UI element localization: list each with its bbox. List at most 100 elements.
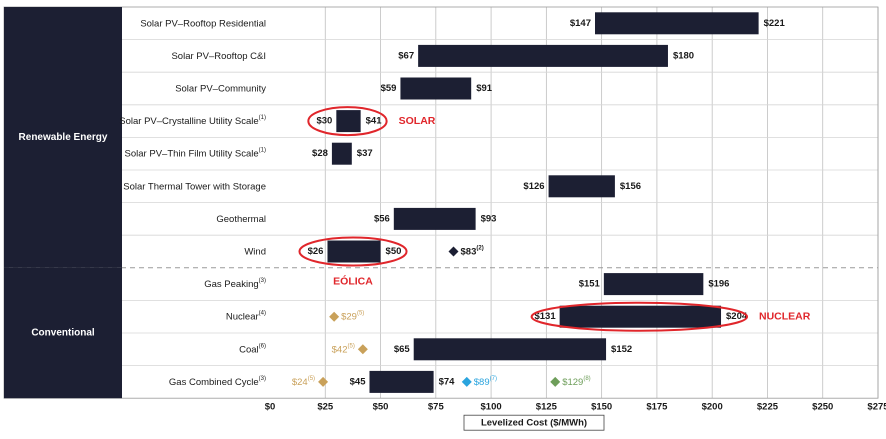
range-bar [418,44,668,67]
range-bar [603,273,704,296]
x-axis-title: Levelized Cost ($/MWh) [481,418,587,429]
range-bar [413,338,607,361]
x-tick-label: $50 [373,402,389,413]
category-label: Solar PV–Thin Film Utility Scale(1) [125,147,266,159]
annotation-label: NUCLEAR [759,310,811,322]
annotation-label: EÓLICA [333,274,373,287]
x-axis-title-box [463,414,605,431]
marker-label: $42(5) [332,343,355,355]
range-bar [331,142,352,165]
chart-row: Geothermal $56 $93 [216,207,497,230]
diamond-marker [550,376,561,387]
chart-row: Gas Combined Cycle(3) $45 $74 $24(5) $89(7) $… [169,370,591,393]
range-bar [327,240,381,263]
highlight-ellipse [298,236,408,267]
category-label: Geothermal [216,213,266,224]
chart-row: Nuclear(4) $131 $204 $29(5) [226,305,748,328]
category-label: Wind [244,246,266,257]
low-value-label: $59 [381,83,397,94]
high-value-label: $74 [439,376,456,387]
group-label: Conventional [31,328,95,339]
x-tick-label: $75 [428,402,445,413]
highlight-ellipse [307,106,388,137]
marker-label: $29(5) [341,310,364,322]
chart-row: Solar PV–Thin Film Utility Scale(1) $28 $3… [125,142,373,165]
x-tick-label: $225 [757,402,779,413]
category-label: Solar PV–Rooftop Residential [140,18,266,29]
low-value-label: $147 [570,18,591,29]
diamond-marker [357,344,368,355]
diamond-marker [318,376,329,387]
low-value-label: $67 [398,50,414,61]
low-value-label: $131 [534,311,556,322]
group-panels: Renewable Energy Conventional [4,7,122,399]
chart-rows: Solar PV–Rooftop Residential $147 $221Sola… [119,12,785,393]
chart-row: Solar Thermal Tower with Storage $126 $156 [123,175,641,198]
category-label: Coal(6) [239,343,266,355]
annotation-label: SOLAR [399,115,436,127]
high-value-label: $156 [620,181,641,192]
range-bar [548,175,615,198]
x-tick-label: $100 [481,402,502,413]
high-value-label: $37 [357,148,373,159]
x-tick-label: $25 [317,402,334,413]
high-value-label: $196 [708,279,729,290]
category-label: Gas Combined Cycle(3) [169,375,266,387]
category-label: Nuclear(4) [226,310,266,322]
gridlines [3,6,879,399]
high-value-label: $204 [726,311,748,322]
marker-label: $89(7) [474,375,497,387]
category-label: Gas Peaking(3) [204,278,266,290]
low-value-label: $126 [523,181,544,192]
highlight-ellipse [530,301,749,332]
x-tick-label: $150 [591,402,612,413]
annotations: SOLAR EÓLICA NUCLEAR [298,106,811,332]
x-tick-label: $175 [646,402,668,413]
high-value-label: $221 [764,18,786,29]
diamond-marker [461,376,472,387]
low-value-label: $30 [316,116,332,127]
x-tick-label: $125 [536,402,558,413]
low-value-label: $28 [312,148,328,159]
group-panel [4,267,122,399]
x-axis: $0 $25 $50 $75 $100 $125 $150 $175 $200 $225 $250 $… [265,402,886,431]
diamond-marker [448,246,459,257]
marker-label: $83(2) [461,245,484,257]
chart-row: Solar PV–Crystalline Utility Scale(1) $30… [119,110,383,133]
low-value-label: $26 [308,246,324,257]
low-value-label: $56 [374,213,390,224]
marker-label: $129(8) [562,375,590,387]
high-value-label: $41 [366,116,383,127]
chart-row: Wind $26 $50 $83(2) [244,240,484,263]
category-label: Solar Thermal Tower with Storage [123,181,266,192]
low-value-label: $151 [579,279,601,290]
marker-label: $24(5) [292,375,315,387]
chart-row: Solar PV–Rooftop Residential $147 $221 [140,12,786,35]
chart-row: Solar PV–Rooftop C&I $67 $180 [171,44,694,67]
chart-row: Solar PV–Community $59 $91 [175,77,493,100]
category-label: Solar PV–Rooftop C&I [171,50,266,61]
high-value-label: $152 [611,344,632,355]
high-value-label: $93 [481,213,497,224]
diamond-marker [329,311,340,322]
low-value-label: $65 [394,344,411,355]
high-value-label: $91 [476,83,493,94]
x-tick-label: $0 [265,402,276,413]
chart-row: Coal(6) $65 $152 $42(5) [239,338,632,361]
range-bar [336,110,361,133]
chart-row: Gas Peaking(3) $151 $196 [204,273,729,296]
range-bar [559,305,722,328]
high-value-label: $180 [673,50,694,61]
high-value-label: $50 [386,246,402,257]
range-bar [595,12,759,35]
range-bar [393,207,476,230]
group-panel [4,7,122,268]
group-label: Renewable Energy [19,132,108,143]
category-label: Solar PV–Community [175,83,266,94]
range-bar [400,77,472,100]
x-tick-label: $200 [702,402,723,413]
low-value-label: $45 [350,376,367,387]
category-label: Solar PV–Crystalline Utility Scale(1) [119,115,266,127]
x-tick-label: $275 [867,402,886,413]
